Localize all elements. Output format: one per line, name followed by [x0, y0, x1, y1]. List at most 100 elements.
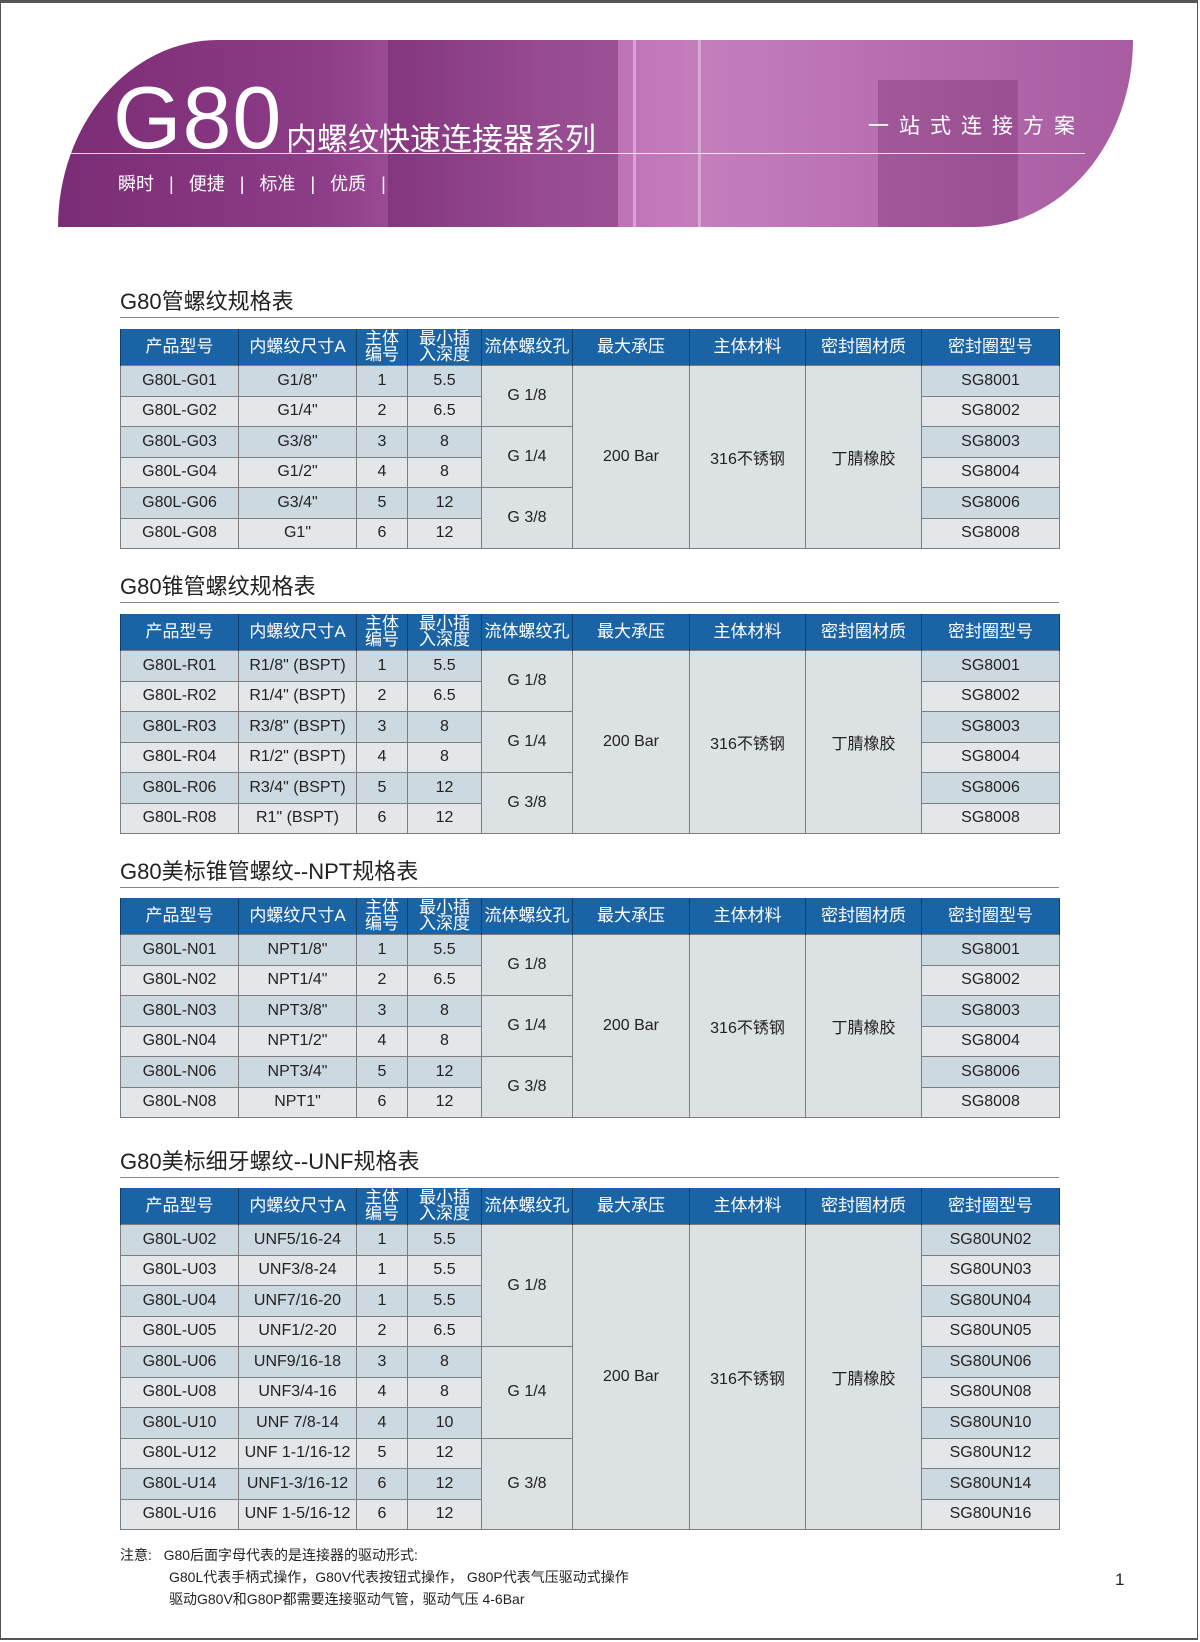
- table-header-row: 产品型号 内螺纹尺寸A 主体 编号 最小插 入深度 流体螺纹孔 最大承压 主体材料 密封圈材质…: [120, 898, 1060, 935]
- min-depth-cell: 6.5: [407, 1315, 482, 1347]
- seal-model-cell: SG8003: [921, 426, 1060, 458]
- table-row: G80L-R03 R3/8" (BSPT) 3 8 G 1/4 SG8003: [120, 711, 1060, 773]
- thread-size-cell: UNF3/4-16: [238, 1376, 357, 1408]
- seal-model-cell: SG8004: [921, 456, 1060, 488]
- thread-size-cell: G1/2": [238, 456, 357, 488]
- table-row: G80L-N08 NPT1" 6 12 SG8008: [120, 1086, 1060, 1118]
- column-header: 主体材料: [689, 898, 806, 935]
- table-row: G80L-N06 NPT3/4" 5 12 G 3/8 SG8006: [120, 1056, 1060, 1118]
- column-header: 最大承压: [572, 614, 690, 651]
- column-header: 密封圈型号: [921, 898, 1060, 935]
- fluid-thread-cell: G 1/4: [481, 426, 573, 488]
- body-number-cell: 6: [356, 1468, 408, 1500]
- seal-model-cell: SG80UN02: [921, 1224, 1060, 1256]
- fluid-thread-cell: G 3/8: [481, 772, 573, 834]
- tag: 优质: [330, 174, 367, 194]
- body-number-cell: 1: [356, 365, 408, 397]
- product-model-cell: G80L-N06: [120, 1056, 239, 1088]
- column-header: 最小插 入深度: [407, 898, 482, 935]
- min-depth-cell: 12: [407, 772, 482, 804]
- table-row: G80L-U08 UNF3/4-16 4 8 SG80UN08: [120, 1376, 1060, 1408]
- column-header: 流体螺纹孔: [481, 329, 573, 366]
- seal-model-cell: SG80UN14: [921, 1468, 1060, 1500]
- table-row: G80L-N04 NPT1/2" 4 8 SG8004: [120, 1025, 1060, 1057]
- table-row: G80L-U06 UNF9/16-18 3 8 G 1/4 SG80UN06: [120, 1346, 1060, 1439]
- section-title: G80管螺纹规格表: [120, 289, 294, 314]
- spec-table: 产品型号 内螺纹尺寸A 主体 编号 最小插 入深度 流体螺纹孔 最大承压 主体材料 密封圈材质…: [120, 329, 1060, 549]
- body-number-cell: 4: [356, 1025, 408, 1057]
- product-model-cell: G80L-N02: [120, 964, 239, 996]
- thread-size-cell: UNF3/8-24: [238, 1254, 357, 1286]
- table-row: G80L-R06 R3/4" (BSPT) 5 12 G 3/8 SG8006: [120, 772, 1060, 834]
- seal-model-cell: SG80UN03: [921, 1254, 1060, 1286]
- column-header: 内螺纹尺寸A: [238, 329, 357, 366]
- table-row: G80L-U02 UNF5/16-24 1 5.5 G 1/8 200 Bar 316不锈钢…: [120, 1224, 1060, 1530]
- product-model-cell: G80L-R03: [120, 711, 239, 743]
- max-pressure-cell: 200 Bar: [572, 365, 690, 549]
- seal-material-cell: 丁腈橡胶: [805, 650, 922, 834]
- thread-size-cell: UNF1-3/16-12: [238, 1468, 357, 1500]
- table-row: G80L-G08 G1" 6 12 SG8008: [120, 517, 1060, 549]
- note-line: 驱动G80V和G80P都需要连接驱动气管，驱动气压 4-6Bar: [169, 1591, 525, 1607]
- min-depth-cell: 5.5: [407, 365, 482, 397]
- min-depth-cell: 12: [407, 1437, 482, 1469]
- fluid-thread-cell: G 3/8: [481, 1437, 573, 1530]
- min-depth-cell: 12: [407, 517, 482, 549]
- tag-separator: |: [239, 174, 245, 194]
- product-model-cell: G80L-U12: [120, 1437, 239, 1469]
- page-number: 1: [1115, 1570, 1125, 1589]
- min-depth-cell: 8: [407, 711, 482, 743]
- thread-size-cell: NPT1/4": [238, 964, 357, 996]
- column-header: 内螺纹尺寸A: [238, 1188, 357, 1225]
- body-number-cell: 3: [356, 426, 408, 458]
- body-material-cell: 316不锈钢: [689, 934, 806, 1118]
- min-depth-cell: 5.5: [407, 1224, 482, 1256]
- fluid-thread-cell: G 3/8: [481, 1056, 573, 1118]
- table-row: G80L-U10 UNF 7/8-14 4 10 SG80UN10: [120, 1407, 1060, 1439]
- tag: 便捷: [188, 174, 225, 194]
- column-header: 密封圈材质: [805, 898, 922, 935]
- column-header: 主体材料: [689, 329, 806, 366]
- thread-size-cell: UNF 7/8-14: [238, 1407, 357, 1439]
- thread-size-cell: NPT1": [238, 1086, 357, 1118]
- seal-model-cell: SG8006: [921, 487, 1060, 519]
- thread-size-cell: NPT1/8": [238, 934, 357, 966]
- table-header-row: 产品型号 内螺纹尺寸A 主体 编号 最小插 入深度 流体螺纹孔 最大承压 主体材料 密封圈材质…: [120, 614, 1060, 651]
- min-depth-cell: 12: [407, 802, 482, 834]
- body-number-cell: 5: [356, 1437, 408, 1469]
- thread-size-cell: R1/2" (BSPT): [238, 741, 357, 773]
- fluid-thread-cell: G 1/4: [481, 995, 573, 1057]
- banner-divider: [58, 153, 1085, 154]
- body-number-cell: 4: [356, 1376, 408, 1408]
- product-model-cell: G80L-G04: [120, 456, 239, 488]
- column-header: 内螺纹尺寸A: [238, 898, 357, 935]
- product-model-cell: G80L-U03: [120, 1254, 239, 1286]
- seal-model-cell: SG8003: [921, 711, 1060, 743]
- notes-label: 注意:: [120, 1547, 152, 1563]
- seal-model-cell: SG8006: [921, 772, 1060, 804]
- body-number-cell: 3: [356, 995, 408, 1027]
- column-header: 产品型号: [120, 898, 239, 935]
- body-number-cell: 5: [356, 487, 408, 519]
- thread-size-cell: R3/8" (BSPT): [238, 711, 357, 743]
- body-number-cell: 6: [356, 1086, 408, 1118]
- seal-model-cell: SG8002: [921, 680, 1060, 712]
- product-model-cell: G80L-G03: [120, 426, 239, 458]
- column-header: 流体螺纹孔: [481, 1188, 573, 1225]
- column-header: 密封圈型号: [921, 329, 1060, 366]
- table-row: G80L-U03 UNF3/8-24 1 5.5 SG80UN03: [120, 1254, 1060, 1286]
- thread-size-cell: UNF 1-5/16-12: [238, 1498, 357, 1530]
- column-header: 密封圈型号: [921, 1188, 1060, 1225]
- slogan: 一站式连接方案: [868, 115, 1085, 138]
- body-number-cell: 6: [356, 1498, 408, 1530]
- seal-model-cell: SG80UN16: [921, 1498, 1060, 1530]
- fluid-thread-cell: G 3/8: [481, 487, 573, 549]
- min-depth-cell: 5.5: [407, 650, 482, 682]
- section-divider: [120, 602, 1059, 603]
- fluid-thread-cell: G 1/4: [481, 711, 573, 773]
- min-depth-cell: 8: [407, 456, 482, 488]
- seal-model-cell: SG8002: [921, 395, 1060, 427]
- body-number-cell: 6: [356, 517, 408, 549]
- thread-size-cell: G3/4": [238, 487, 357, 519]
- table-row: G80L-G01 G1/8" 1 5.5 G 1/8 200 Bar 316不锈钢 丁腈橡胶 S…: [120, 365, 1060, 549]
